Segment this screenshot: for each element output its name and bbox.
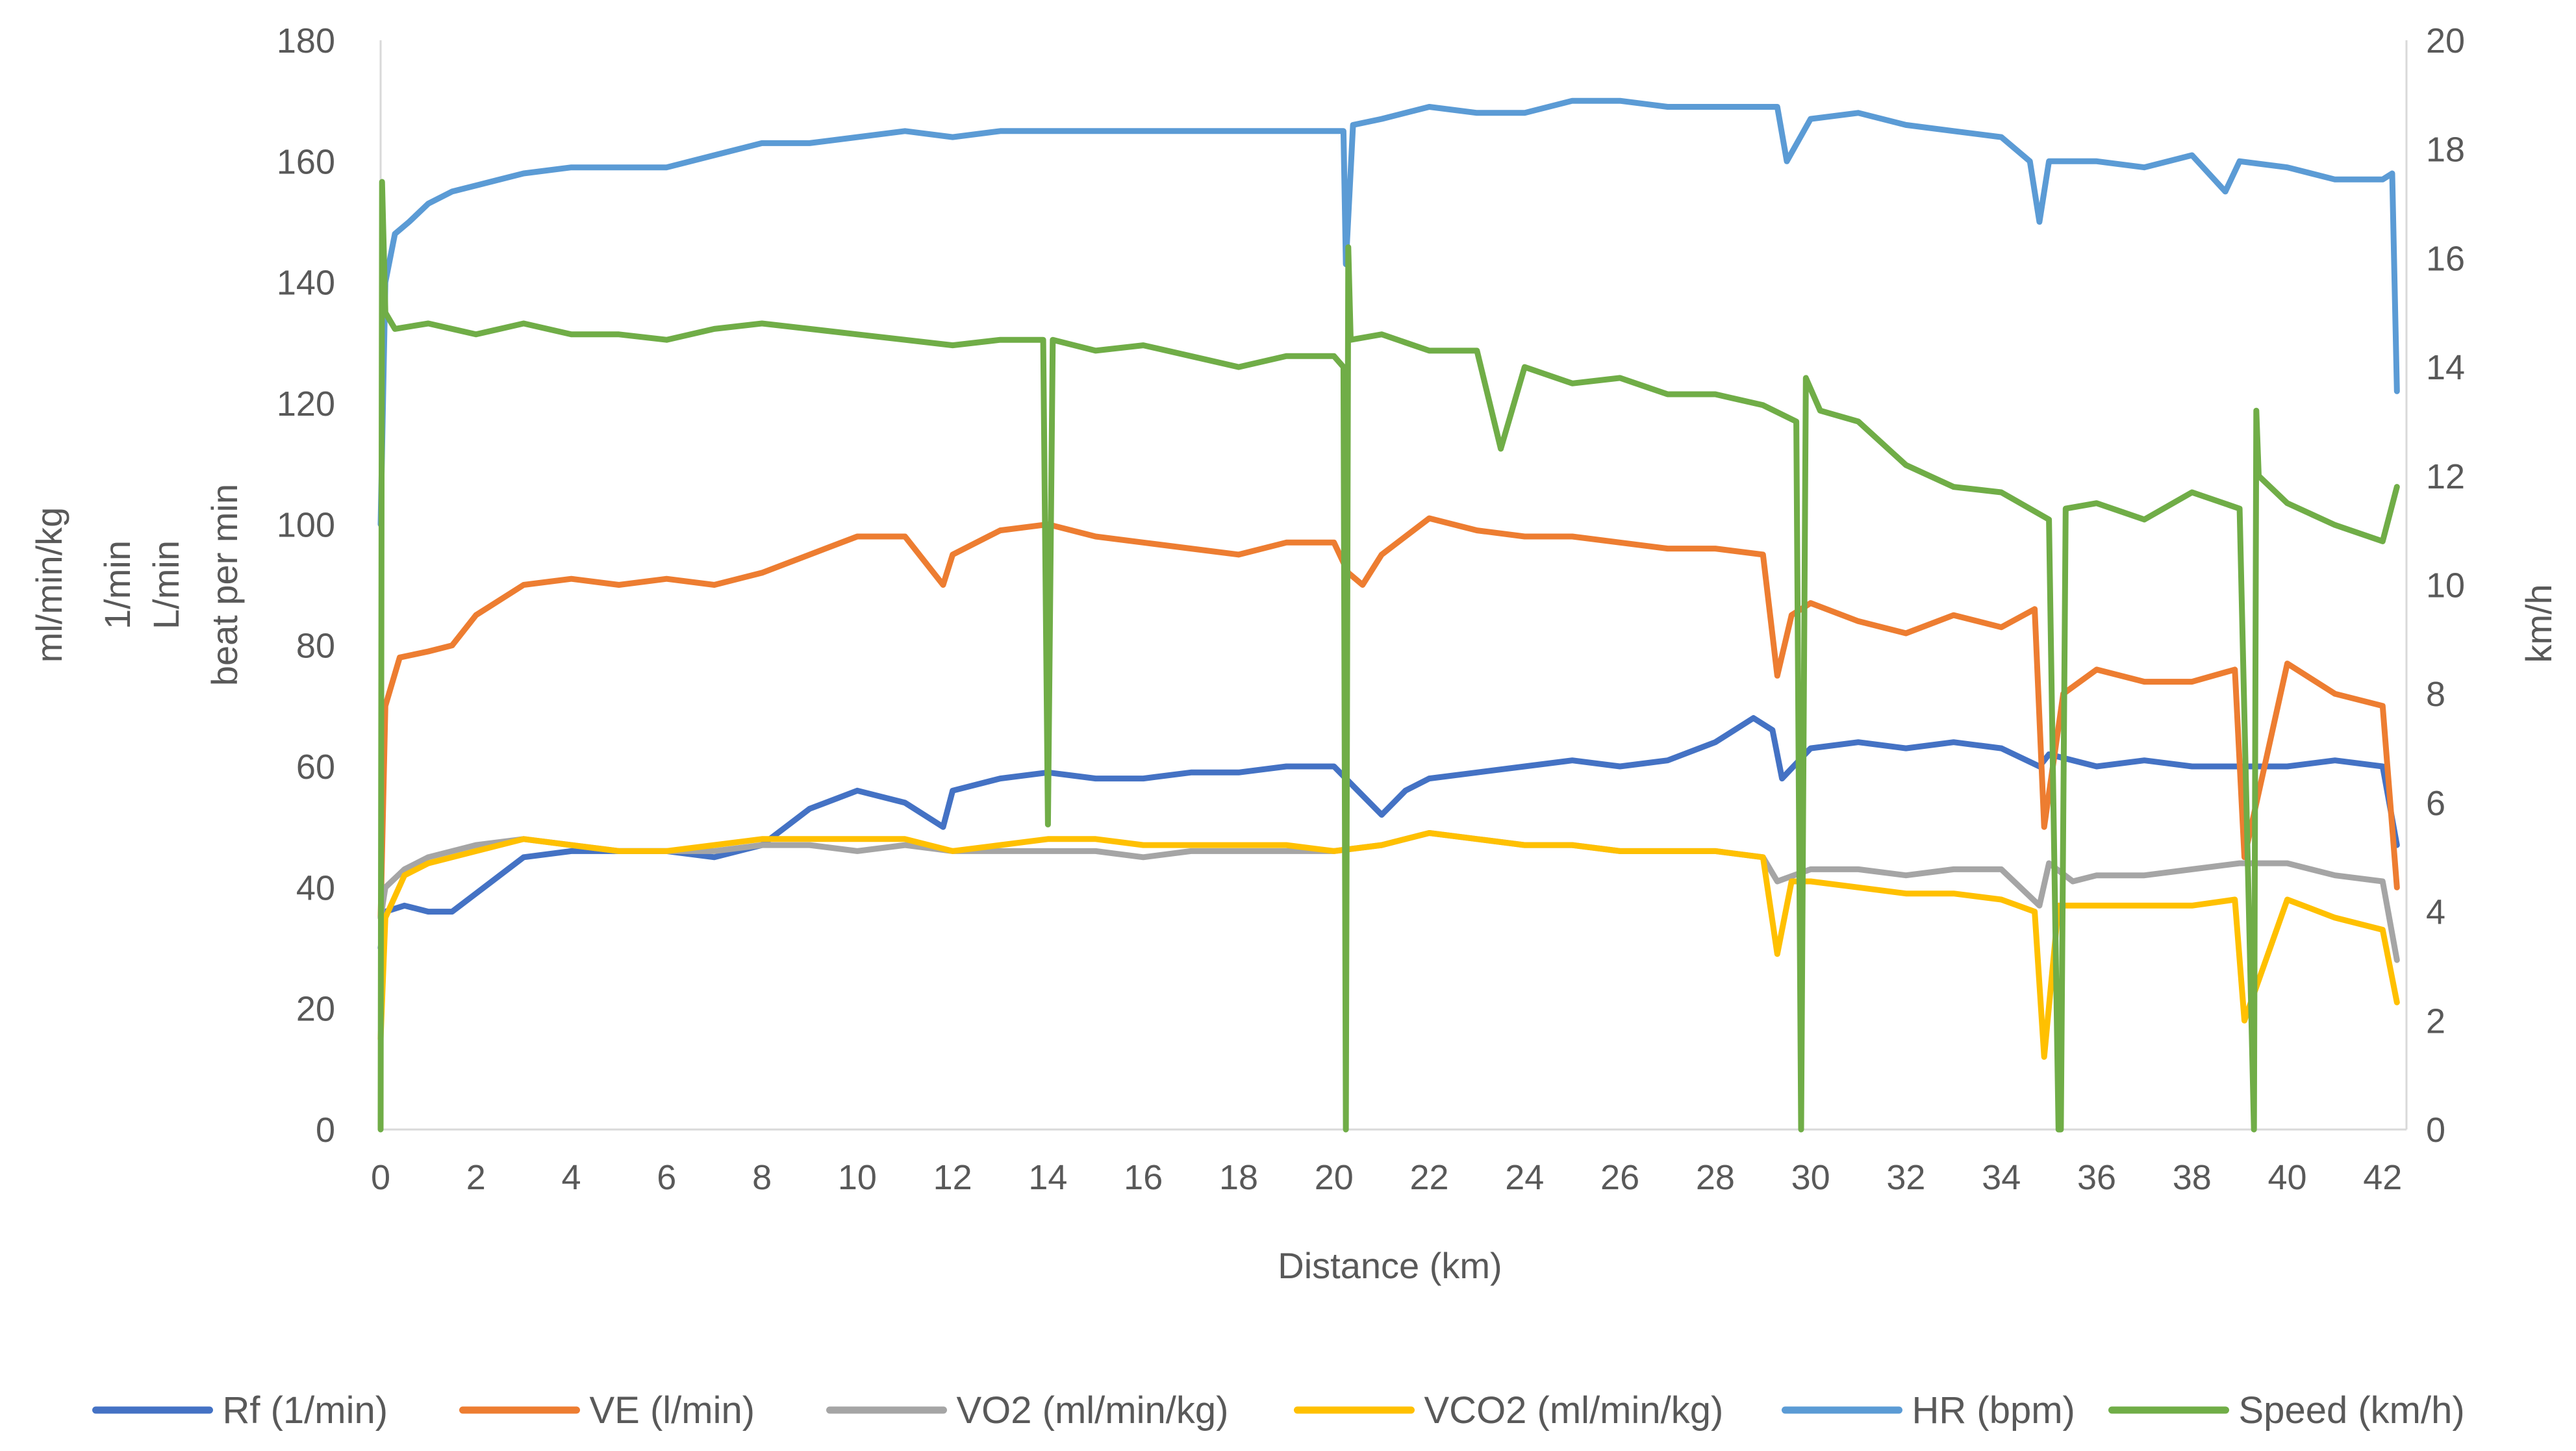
x-tick-label: 4 [562,1158,581,1197]
x-tick-label: 42 [2363,1158,2402,1197]
y-right-tick-label: 10 [2426,566,2465,605]
y-right-tick-label: 14 [2426,348,2465,387]
y-right-tick-label: 16 [2426,239,2465,278]
x-tick-label: 0 [371,1158,390,1197]
series-line-rf [377,715,2400,951]
series-line-vo2 [377,830,2400,963]
y-right-tick-label: 12 [2426,457,2465,496]
series-line-speed [377,179,2400,1133]
x-tick-label: 38 [2173,1158,2212,1197]
left-axis-title-line: beat per min [204,484,245,686]
y-right-tick-label: 0 [2426,1111,2445,1150]
right-axis-title: km/h [2518,584,2559,662]
series-line-vco2 [377,830,2400,1060]
legend-item: HR (bpm) [1782,1389,2075,1432]
x-tick-label: 36 [2077,1158,2116,1197]
legend-item: VO2 (ml/min/kg) [826,1389,1229,1432]
left-axis-title-line: L/min [145,540,186,629]
x-tick-label: 30 [1791,1158,1830,1197]
x-tick-label: 10 [838,1158,877,1197]
legend: Rf (1/min) VE (l/min) VO2 (ml/min/kg) VCO2 … [92,1389,2465,1432]
x-tick-label: 28 [1696,1158,1735,1197]
y-left-tick-label: 120 [277,385,335,423]
y-right-tick-label: 20 [2426,21,2465,60]
x-tick-label: 34 [1982,1158,2021,1197]
left-axis-title-line: ml/min/kg [29,507,69,663]
y-left-tick-label: 180 [277,21,335,60]
x-tick-label: 32 [1886,1158,1925,1197]
y-right-tick-label: 6 [2426,784,2445,823]
x-tick-label: 18 [1219,1158,1258,1197]
x-tick-label: 14 [1028,1158,1067,1197]
legend-item: VE (l/min) [459,1389,755,1432]
legend-item: Rf (1/min) [92,1389,388,1432]
series-line-hr [377,97,2400,527]
legend-label: VE (l/min) [590,1389,755,1432]
series-layer [377,97,2400,1133]
legend-label: Rf (1/min) [223,1389,388,1432]
legend-label: HR (bpm) [1912,1389,2075,1432]
y-left-tick-label: 60 [296,748,335,787]
y-right-tick-label: 18 [2426,131,2465,170]
legend-label: Speed (km/h) [2239,1389,2465,1432]
x-tick-label: 40 [2267,1158,2306,1197]
x-tick-label: 2 [466,1158,486,1197]
x-tick-label: 8 [752,1158,772,1197]
x-tick-label: 24 [1505,1158,1544,1197]
y-right-tick-label: 4 [2426,893,2445,932]
y-left-tick-label: 80 [296,627,335,666]
x-tick-label: 12 [933,1158,972,1197]
y-right-tick-label: 8 [2426,675,2445,714]
x-tick-label: 20 [1315,1158,1354,1197]
legend-label: VCO2 (ml/min/kg) [1424,1389,1724,1432]
x-axis-title: Distance (km) [1278,1245,1502,1286]
x-tick-label: 6 [657,1158,676,1197]
series-line-ve [377,515,2400,921]
left-axis-title-line: 1/min [97,540,138,629]
x-tick-label: 26 [1600,1158,1639,1197]
y-right-tick-label: 2 [2426,1002,2445,1041]
left-axis-title: ml/min/kg 1/min L/min beat per min [29,484,245,686]
ticks-layer: 0204060801001201401601800246810121416182… [277,21,2465,1197]
legend-label: VO2 (ml/min/kg) [957,1389,1229,1432]
y-left-tick-label: 0 [316,1111,335,1150]
y-left-tick-label: 100 [277,505,335,544]
y-left-tick-label: 20 [296,990,335,1029]
y-left-tick-label: 140 [277,264,335,303]
y-left-tick-label: 40 [296,868,335,907]
y-left-tick-label: 160 [277,142,335,181]
legend-item: Speed (km/h) [2108,1389,2465,1432]
x-tick-label: 22 [1410,1158,1449,1197]
axes-layer [379,40,2408,1131]
x-tick-label: 16 [1124,1158,1163,1197]
legend-item: VCO2 (ml/min/kg) [1294,1389,1724,1432]
